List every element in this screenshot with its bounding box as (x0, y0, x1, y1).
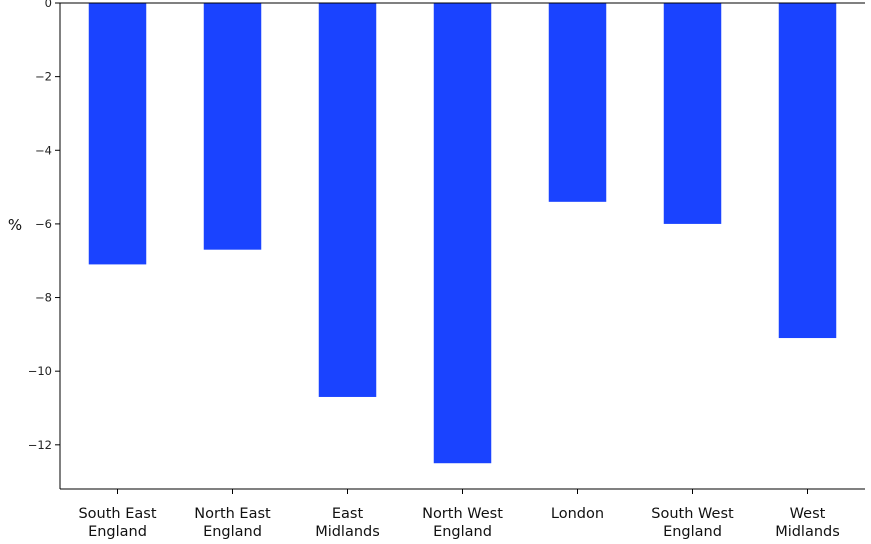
x-axis-labels: South East England North East England East Mi… (78, 489, 840, 540)
bar (88, 3, 147, 265)
y-tick-label: −8 (35, 291, 52, 305)
y-axis-title: % (8, 216, 22, 234)
bar (203, 3, 262, 250)
x-category-label: South West England (651, 506, 734, 540)
bar (433, 3, 492, 464)
x-category-label: East Midlands (315, 506, 380, 540)
bar (778, 3, 837, 339)
x-category-label: South East England (78, 506, 156, 540)
bars-group (88, 3, 837, 464)
y-tick-label: 0 (45, 0, 52, 10)
y-tick-label: −4 (35, 143, 52, 157)
y-tick-label: −2 (35, 70, 52, 84)
y-tick-label: −10 (28, 364, 52, 378)
x-category-label: North West England (422, 506, 503, 540)
bar (318, 3, 377, 397)
x-category-label: West Midlands (775, 506, 840, 540)
bar (663, 3, 722, 224)
x-category-label: North East England (194, 506, 271, 540)
y-tick-label: −6 (35, 217, 52, 231)
x-category-label: London (551, 506, 604, 522)
y-tick-label: −12 (28, 438, 52, 452)
bar (548, 3, 607, 202)
y-axis-ticks: 0 −2 −4 −6 −8 −10 −12 (28, 0, 60, 452)
